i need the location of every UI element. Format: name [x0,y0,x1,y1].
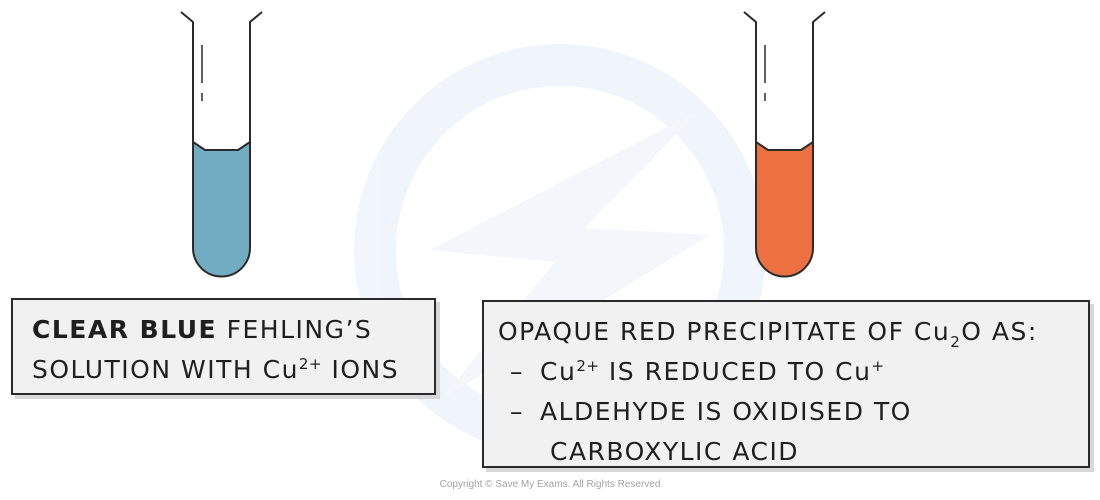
bold-phrase: CLEAR BLUE [32,315,218,344]
right-label-line-3: – ALDEHYDE IS OXIDISED TO [498,392,1088,432]
right-label-line-1: OPAQUE RED PRECIPITATE OF Cu2O AS: [498,312,1088,352]
tube-outline-right [743,11,826,278]
right-label-line2-mid: IS REDUCED TO Cu [608,357,872,386]
left-label-line-1: CLEAR BLUE FEHLING’S [32,310,434,350]
right-label-line-4: CARBOXYLIC ACID [498,432,1088,472]
left-label-line1-rest: FEHLING’S [226,315,373,344]
left-label-line-2: SOLUTION WITH Cu2+ IONS [32,350,434,390]
right-label-box: OPAQUE RED PRECIPITATE OF Cu2O AS: – Cu2+… [482,300,1090,468]
meniscus-right [755,141,814,151]
tube-outline-left [180,11,263,278]
right-label-line4: CARBOXYLIC ACID [550,437,800,466]
watermark-bolt [430,110,710,400]
left-label-line2-pre: SOLUTION WITH Cu [32,355,299,384]
test-tube-right [743,11,826,278]
right-label-line1-pre: OPAQUE RED PRECIPITATE OF Cu [498,317,951,346]
right-label-line2-pre: Cu [540,357,577,386]
test-tube-left [180,11,263,278]
blue-solution [193,142,250,277]
right-label-line-2: – Cu2+ IS REDUCED TO Cu+ [498,352,1088,392]
bullet-dash: – [510,357,524,386]
ion-charge: 2+ [576,357,600,375]
right-label-line3: ALDEHYDE IS OXIDISED TO [540,397,912,426]
left-label-box: CLEAR BLUE FEHLING’S SOLUTION WITH Cu2+ … [11,298,436,395]
bullet-dash: – [510,397,524,426]
meniscus-left [192,141,251,151]
left-label-line2-post: IONS [331,355,400,384]
ion-charge: 2+ [298,355,323,373]
copyright-notice: Copyright © Save My Exams. All Rights Re… [439,479,661,490]
right-label-line1-post: O AS: [961,317,1038,346]
red-precipitate [756,142,813,277]
ion-charge: + [871,357,885,375]
subscript: 2 [950,333,962,351]
